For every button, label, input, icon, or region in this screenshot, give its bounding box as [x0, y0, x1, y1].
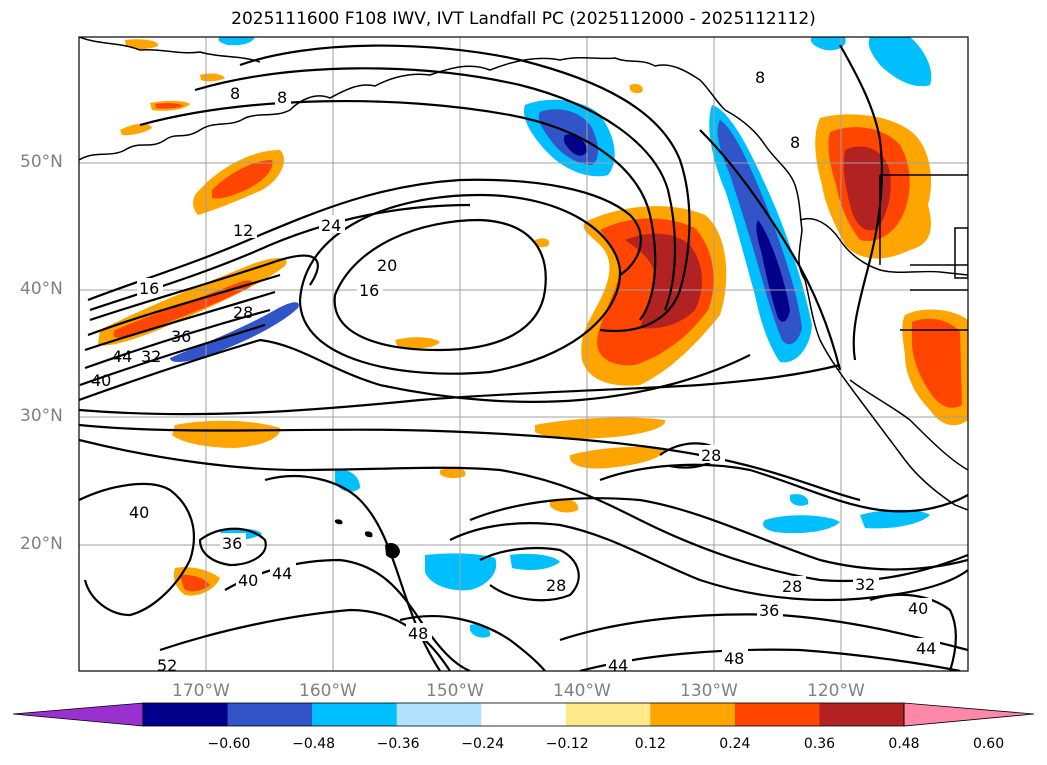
colorbar-tick-label: 0.60 — [972, 736, 1005, 752]
lat-label-50: 50°N — [20, 152, 63, 172]
lon-label-150w: 150°W — [426, 681, 484, 701]
colorbar-bins — [143, 703, 905, 726]
contour-label: 12 — [233, 221, 253, 240]
plot-area: 8 8 8 8 12 16 24 20 16 28 36 40 44 32 28 — [79, 37, 968, 675]
contour-label: 32 — [855, 575, 875, 594]
contour-label: 16 — [139, 279, 159, 298]
contour-label: 44 — [608, 656, 628, 675]
contour-label: 40 — [129, 503, 149, 522]
cool-anomaly-jet — [170, 302, 299, 362]
colorbar-tick-label: 0.36 — [803, 736, 836, 752]
hawaii-island — [385, 542, 400, 559]
colorbar-bin — [481, 703, 567, 726]
contour-label: 28 — [233, 303, 253, 322]
contour-label: 40 — [91, 371, 111, 390]
colorbar-tick-label: 0.48 — [888, 736, 920, 752]
contour-label: 28 — [782, 577, 802, 596]
contour-label: 36 — [171, 327, 191, 346]
iwv-contours — [79, 44, 968, 671]
contour-label: 20 — [377, 256, 397, 275]
warm-anomaly-subtropic-1 — [172, 420, 281, 448]
contour-label: 48 — [408, 624, 428, 643]
contour-label: 36 — [222, 534, 242, 553]
lat-label-30: 30°N — [20, 406, 63, 426]
colorbar-bin — [143, 703, 229, 726]
north-america-coastline — [724, 109, 968, 511]
contour-label: 52 — [157, 656, 177, 675]
contour-label: 36 — [759, 601, 779, 620]
colorbar-bin — [819, 703, 905, 726]
colorbar-tick-label: −0.48 — [292, 736, 336, 752]
contour-label: 28 — [701, 446, 721, 465]
colorbar-extend-min — [12, 702, 144, 727]
colorbar-tick-label: 0.12 — [634, 736, 666, 752]
contour-label: 32 — [141, 347, 161, 366]
colorbar-tick-label: −0.36 — [376, 736, 420, 752]
colorbar-bin — [227, 703, 313, 726]
lat-label-20: 20°N — [20, 534, 63, 554]
lon-label-170w: 170°W — [172, 681, 230, 701]
contour-label: 44 — [916, 639, 936, 658]
colorbar-bin — [650, 703, 736, 726]
contour-labels: 8 8 8 8 12 16 24 20 16 28 36 40 44 32 28 — [91, 68, 940, 675]
lon-label-140w: 140°W — [553, 681, 611, 701]
contour-label: 48 — [724, 649, 744, 668]
contour-label: 8 — [755, 68, 765, 87]
colorbar-bin — [565, 703, 651, 726]
alaska-coastline — [79, 56, 726, 161]
cool-anomaly-north-edge — [868, 37, 932, 87]
contour-label: 40 — [908, 599, 928, 618]
contour-label: 44 — [112, 347, 132, 366]
colorbar-tick-label: −0.12 — [545, 736, 589, 752]
colorbar-bin — [312, 703, 398, 726]
contour-label: 16 — [359, 281, 379, 300]
contour-label: 8 — [790, 133, 800, 152]
coastlines-and-outlines — [79, 37, 968, 511]
contour-label: 28 — [546, 576, 566, 595]
lon-label-120w: 120°W — [807, 681, 865, 701]
contour-label: 40 — [238, 571, 258, 590]
lat-label-40: 40°N — [20, 279, 63, 299]
colorbar-tick-label: 0.24 — [719, 736, 751, 752]
plot-border — [78, 36, 969, 672]
lon-label-130w: 130°W — [680, 681, 738, 701]
contour-label: 8 — [277, 88, 287, 107]
colorbar-extend-max — [903, 702, 1035, 727]
colorbar-bin — [734, 703, 820, 726]
colorbar-tick-label: −0.24 — [461, 736, 505, 752]
map-title: 2025111600 F108 IWV, IVT Landfall PC (20… — [231, 9, 816, 29]
contour-label: 24 — [321, 216, 341, 235]
contour-label: 44 — [272, 564, 292, 583]
contour-label: 8 — [230, 84, 240, 103]
lon-label-160w: 160°W — [299, 681, 357, 701]
colorbar — [12, 702, 1035, 727]
colorbar-bin — [396, 703, 482, 726]
colorbar-tick-label: −0.60 — [207, 736, 251, 752]
